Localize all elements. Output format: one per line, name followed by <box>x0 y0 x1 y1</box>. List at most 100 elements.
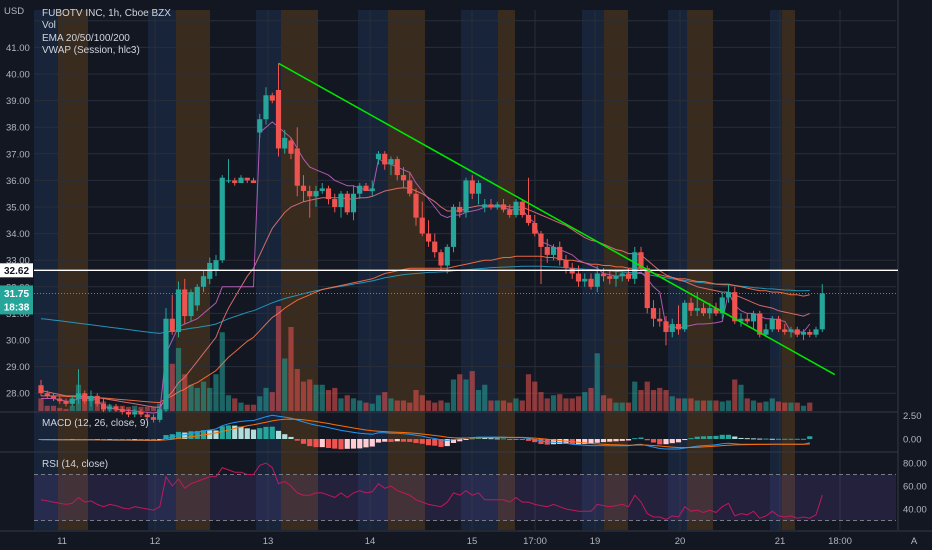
candle-body <box>225 180 232 182</box>
candle <box>500 199 507 213</box>
candle <box>425 220 432 247</box>
macd-histogram-bar <box>700 436 707 439</box>
candle-body <box>50 395 57 399</box>
macd-histogram-bar <box>775 438 782 440</box>
candle <box>169 294 175 335</box>
candle <box>113 403 119 412</box>
rsi-label[interactable]: RSI (14, close) <box>42 459 109 470</box>
macd-histogram-bar <box>350 439 357 449</box>
candle <box>675 305 682 335</box>
candle-body <box>763 329 769 335</box>
candle-body <box>644 268 650 309</box>
candle-body <box>469 180 475 194</box>
volume-bar <box>544 398 550 411</box>
volume-bar <box>213 374 219 411</box>
ema-indicator-label[interactable]: EMA 20/50/100/200 <box>42 32 130 44</box>
volume-bar <box>613 402 619 411</box>
price-tick-label: 34.00 <box>6 229 30 240</box>
candles[interactable] <box>38 63 825 423</box>
candle <box>813 326 819 338</box>
macd-histogram-bar <box>650 439 657 443</box>
symbol-title[interactable]: FUBOTV INC, 1h, Cboe BZX <box>42 8 171 19</box>
candle <box>669 318 675 338</box>
drawings[interactable] <box>34 62 898 376</box>
volume-bar <box>575 396 582 411</box>
candle-body <box>525 214 532 223</box>
macd-histogram-bar <box>438 439 444 447</box>
candle <box>713 302 719 317</box>
volume-bar <box>775 401 782 411</box>
volume-bar <box>519 400 525 411</box>
volume-bar <box>782 402 788 411</box>
candle-body <box>488 204 494 207</box>
candle-body <box>738 318 744 322</box>
macd-histogram-bar <box>275 430 282 439</box>
candle-body <box>819 293 825 330</box>
volume-bar <box>750 400 757 411</box>
candle <box>807 329 813 338</box>
macd-histogram-bar <box>794 438 800 440</box>
macd-signal-line <box>40 418 810 449</box>
candle-body <box>150 417 157 420</box>
candle-body <box>94 395 100 404</box>
candle-body <box>813 329 819 335</box>
macd-histogram-bar <box>394 439 400 442</box>
macd-histogram-bar <box>232 425 238 439</box>
candle-body <box>732 292 738 322</box>
macd-histogram-bar <box>725 434 732 439</box>
macd-histogram-bar <box>800 438 807 440</box>
volume-bar <box>657 387 663 411</box>
candle <box>388 156 394 176</box>
rsi-tick-label: 80.00 <box>903 459 927 470</box>
volume-bar <box>438 400 444 411</box>
candle-body <box>244 177 250 181</box>
candle-body <box>413 193 419 218</box>
macd-histogram-bar <box>194 431 200 439</box>
candle <box>788 326 794 338</box>
candle-body <box>550 246 557 255</box>
volume-bar <box>288 327 294 411</box>
candle-body <box>357 185 363 194</box>
volume-bar <box>244 404 250 411</box>
candle <box>700 302 707 317</box>
macd-histogram-bar <box>369 439 375 447</box>
vol-indicator-label[interactable]: Vol <box>42 20 56 32</box>
candle-body <box>400 175 407 181</box>
candle <box>400 167 407 189</box>
volume-bar <box>794 402 800 411</box>
candle <box>375 151 382 165</box>
candle <box>263 87 269 125</box>
volume-bar <box>675 398 682 411</box>
volume-bar <box>319 384 325 411</box>
volume-bar <box>38 398 44 411</box>
candle-body <box>238 177 244 184</box>
candle-body <box>163 318 169 410</box>
candle-body <box>382 153 388 165</box>
candle <box>532 214 538 237</box>
candle <box>744 313 750 325</box>
macd-label[interactable]: MACD (12, 26, close, 9) <box>42 418 149 429</box>
vwap-indicator-label[interactable]: VWAP (Session, hlc3) <box>42 45 140 57</box>
macd-histogram-bar <box>669 439 675 444</box>
volume-bar <box>625 402 632 411</box>
macd-pane <box>38 414 813 450</box>
macd-histogram-bar <box>138 439 144 440</box>
volume-bar <box>525 374 532 411</box>
legend: FUBOTV INC, 1h, Cboe BZX Vol EMA 20/50/1… <box>42 8 171 58</box>
candle-body <box>688 302 694 311</box>
volume-bar <box>57 407 63 411</box>
volume-bar <box>400 400 407 411</box>
candle-body <box>57 398 63 402</box>
candle <box>682 300 688 333</box>
volume-bar <box>582 392 588 411</box>
macd-histogram-bar <box>719 434 725 439</box>
volume-bar <box>500 400 507 411</box>
candle <box>763 324 769 338</box>
candle <box>613 270 619 287</box>
macd-histogram-bar <box>263 426 269 439</box>
candle-body <box>807 332 813 335</box>
macd-histogram-bar <box>782 438 788 440</box>
candle <box>432 233 438 258</box>
candle <box>175 281 182 338</box>
